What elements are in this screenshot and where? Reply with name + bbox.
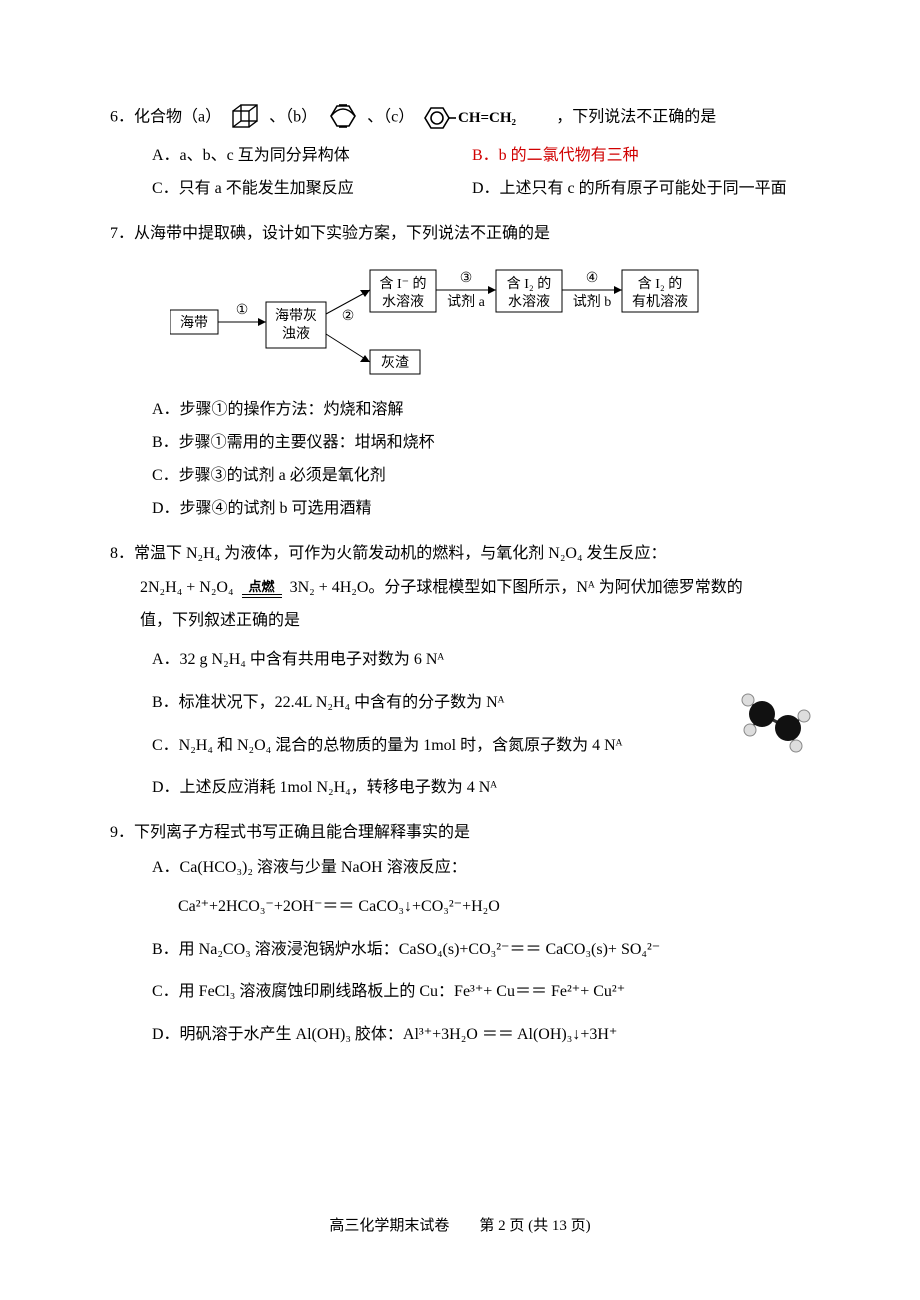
ignite-icon: 点燃 <box>242 580 282 598</box>
molecule-model-icon <box>730 678 820 769</box>
q7-opt-c: C．步骤③的试剂 a 必须是氧化剂 <box>152 462 830 491</box>
q6-stem-pre: 6．化合物（a） <box>110 109 221 126</box>
q9-opt-c: C．用 FeCl₃ 溶液腐蚀印刷线路板上的 Cu：Fe³⁺+ Cu＝＝ Fe²⁺… <box>152 978 830 1007</box>
q7-flowchart: 海带 ① 海带灰 浊液 ② 含 I⁻ 的 水溶液 <box>170 262 830 382</box>
fc-l3: ③ <box>460 271 473 286</box>
q8-stem2: 值，下列叙述正确的是 <box>110 607 830 636</box>
q6-options: A．a、b、c 互为同分异构体 B．b 的二氯代物有三种 C．只有 a 不能发生… <box>110 142 830 204</box>
fc-l4: ④ <box>586 271 599 286</box>
fc-l3b: 试剂 a <box>447 294 485 310</box>
q6-stem-post: ，下列说法不正确的是 <box>556 109 716 126</box>
q6-opt-d: D．上述只有 c 的所有原子可能处于同一平面 <box>472 175 787 204</box>
q7-opt-d: D．步骤④的试剂 b 可选用酒精 <box>152 495 830 524</box>
q6-opt-b: B．b 的二氯代物有三种 <box>472 142 639 171</box>
q7-opt-b: B．步骤①需用的主要仪器：坩埚和烧杯 <box>152 429 830 458</box>
fc-box5b: 有机溶液 <box>632 294 688 310</box>
q6-stem-mid2: 、（c） <box>367 109 414 126</box>
q8-equation: 2N₂H₄ + N₂O₄ 点燃 3N₂ + 4H₂O。分子球棍模型如下图所示，N… <box>110 574 830 603</box>
q8-opt-a: A．32 g N₂H₄ 中含有共用电子对数为 6 Nᴬ <box>152 646 830 675</box>
q8-eq-left: 2N₂H₄ + N₂O₄ <box>140 579 234 596</box>
question-7: 7．从海带中提取碘，设计如下实验方案，下列说法不正确的是 海带 ① 海带灰 浊液 <box>110 220 830 524</box>
cubane-icon <box>227 101 263 135</box>
fc-box4b: 水溶液 <box>508 294 550 310</box>
question-8: 8．常温下 N₂H₄ 为液体，可作为火箭发动机的燃料，与氧化剂 N₂O₄ 发生反… <box>110 540 830 804</box>
styrene-icon: CH=CH₂ <box>420 103 550 133</box>
q8-opt-b: B．标准状况下，22.4L N₂H₄ 中含有的分子数为 Nᴬ <box>152 689 830 718</box>
fc-l2: ② <box>342 309 355 324</box>
fc-l1: ① <box>236 303 249 318</box>
q6-opt-a: A．a、b、c 互为同分异构体 <box>152 142 432 171</box>
q8-opt-c: C．N₂H₄ 和 N₂O₄ 混合的总物质的量为 1mol 时，含氮原子数为 4 … <box>152 732 830 761</box>
fc-box3b: 水溶液 <box>382 294 424 310</box>
page-footer: 高三化学期末试卷 第 2 页 (共 13 页) <box>0 1213 920 1240</box>
q7-opt-a: A．步骤①的操作方法：灼烧和溶解 <box>152 396 830 425</box>
q9-opt-d: D．明矾溶于水产生 Al(OH)₃ 胶体：Al³⁺+3H₂O ＝＝ Al(OH)… <box>152 1021 830 1050</box>
fc-box1: 海带 <box>180 315 208 331</box>
question-9: 9．下列离子方程式书写正确且能合理解释事实的是 A．Ca(HCO₃)₂ 溶液与少… <box>110 819 830 1050</box>
question-6: 6．化合物（a） 、（b） <box>110 100 830 204</box>
fc-box3a: 含 I⁻ 的 <box>379 276 426 292</box>
fc-l4b: 试剂 b <box>573 294 612 310</box>
q9-opt-b: B．用 Na₂CO₃ 溶液浸泡锅炉水垢：CaSO₄(s)+CO₃²⁻＝＝ CaC… <box>152 936 830 965</box>
q6-opt-c: C．只有 a 不能发生加聚反应 <box>152 175 432 204</box>
fc-box5a: 含 I₂ 的 <box>638 276 683 292</box>
svg-text:CH=CH₂: CH=CH₂ <box>458 110 517 126</box>
q8-options: A．32 g N₂H₄ 中含有共用电子对数为 6 Nᴬ B．标准状况下，22.4… <box>110 646 830 803</box>
q6-stem: 6．化合物（a） 、（b） <box>110 100 830 136</box>
q7-stem: 7．从海带中提取碘，设计如下实验方案，下列说法不正确的是 <box>110 220 830 249</box>
fc-box2b: 浊液 <box>282 326 310 342</box>
q9-stem: 9．下列离子方程式书写正确且能合理解释事实的是 <box>110 819 830 848</box>
q8-eq-right: 3N₂ + 4H₂O。分子球棍模型如下图所示，Nᴬ 为阿伏加德罗常数的 <box>290 579 743 596</box>
bicyclo-icon <box>323 100 361 136</box>
fc-box2a: 海带灰 <box>275 308 317 324</box>
q9-options: A．Ca(HCO₃)₂ 溶液与少量 NaOH 溶液反应： Ca²⁺+2HCO₃⁻… <box>110 854 830 1050</box>
q7-options: A．步骤①的操作方法：灼烧和溶解 B．步骤①需用的主要仪器：坩埚和烧杯 C．步骤… <box>110 396 830 523</box>
fc-box4a: 含 I₂ 的 <box>507 276 552 292</box>
q6-stem-mid1: 、（b） <box>269 109 317 126</box>
fc-box6: 灰渣 <box>381 355 409 371</box>
q8-opt-d: D．上述反应消耗 1mol N₂H₄，转移电子数为 4 Nᴬ <box>152 774 830 803</box>
q9-opt-a1: A．Ca(HCO₃)₂ 溶液与少量 NaOH 溶液反应： <box>152 854 830 883</box>
q8-stem1: 8．常温下 N₂H₄ 为液体，可作为火箭发动机的燃料，与氧化剂 N₂O₄ 发生反… <box>110 540 830 569</box>
q9-opt-a2: Ca²⁺+2HCO₃⁻+2OH⁻＝＝ CaCO₃↓+CO₃²⁻+H₂O <box>152 893 830 922</box>
